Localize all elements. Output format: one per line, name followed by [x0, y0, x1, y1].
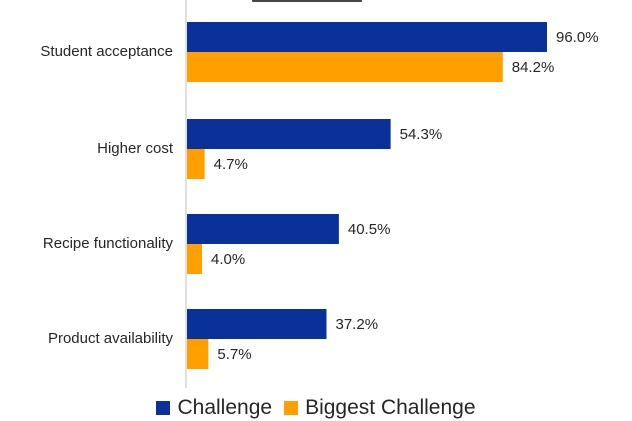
legend-label-challenge: Challenge — [177, 396, 273, 419]
legend-label-biggest-challenge: Biggest Challenge — [305, 396, 476, 419]
data-label-biggest-challenge-student-acceptance: 84.2% — [512, 59, 555, 76]
bar-chart: Student acceptance 96.0%84.2% Higher cost 5… — [40, 0, 599, 388]
bar-biggest-challenge-product-availability — [187, 339, 209, 369]
data-label-challenge-higher-cost: 54.3% — [400, 126, 443, 143]
data-label-biggest-challenge-recipe-functionality: 4.0% — [211, 251, 245, 268]
bar-biggest-challenge-recipe-functionality — [187, 244, 202, 274]
legend-item-challenge: Challenge — [156, 396, 272, 420]
category-label-student-acceptance: Student acceptance — [40, 43, 173, 60]
bar-biggest-challenge-student-acceptance — [187, 52, 503, 82]
category-label-recipe-functionality: Recipe functionality — [43, 235, 174, 252]
legend: Challenge Biggest Challenge — [0, 396, 632, 420]
labels-group: Student acceptance 96.0%84.2% Higher cost 5… — [40, 29, 598, 363]
category-label-product-availability: Product availability — [48, 330, 174, 347]
title-fragment — [252, 0, 362, 4]
data-label-challenge-product-availability: 37.2% — [336, 316, 379, 333]
legend-swatch-challenge — [156, 401, 171, 415]
data-label-biggest-challenge-higher-cost: 4.7% — [214, 156, 248, 173]
data-label-challenge-recipe-functionality: 40.5% — [348, 221, 391, 238]
bar-challenge-higher-cost — [187, 119, 391, 149]
bar-challenge-product-availability — [187, 309, 327, 339]
category-label-higher-cost: Higher cost — [97, 140, 174, 157]
bars-group — [187, 22, 547, 369]
bar-challenge-recipe-functionality — [187, 214, 339, 244]
legend-swatch-biggest-challenge — [284, 401, 299, 415]
bar-challenge-student-acceptance — [187, 22, 547, 52]
data-label-biggest-challenge-product-availability: 5.7% — [217, 346, 251, 363]
legend-item-biggest-challenge: Biggest Challenge — [284, 396, 476, 420]
data-label-challenge-student-acceptance: 96.0% — [556, 29, 599, 46]
bar-biggest-challenge-higher-cost — [187, 149, 205, 179]
